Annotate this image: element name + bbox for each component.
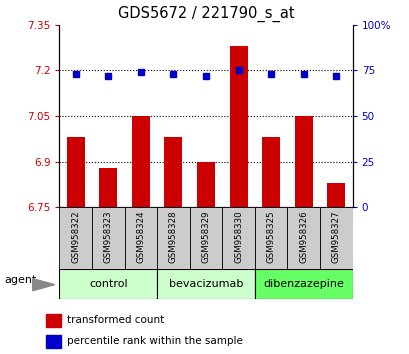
Bar bbox=[164, 137, 182, 207]
Bar bbox=[132, 116, 149, 207]
Text: GSM958322: GSM958322 bbox=[71, 211, 80, 263]
Text: percentile rank within the sample: percentile rank within the sample bbox=[67, 336, 243, 346]
Text: GSM958326: GSM958326 bbox=[299, 211, 308, 263]
Bar bbox=[254, 269, 352, 299]
Bar bbox=[45, 335, 61, 348]
Bar bbox=[254, 207, 287, 269]
Text: dibenzazepine: dibenzazepine bbox=[263, 279, 343, 289]
Bar bbox=[67, 137, 85, 207]
Bar bbox=[92, 207, 124, 269]
Bar bbox=[99, 167, 117, 207]
Text: GSM958330: GSM958330 bbox=[234, 211, 243, 263]
Bar bbox=[326, 183, 344, 207]
Bar bbox=[294, 116, 312, 207]
Bar bbox=[189, 207, 222, 269]
Bar bbox=[262, 137, 279, 207]
Text: GSM958324: GSM958324 bbox=[136, 211, 145, 263]
Title: GDS5672 / 221790_s_at: GDS5672 / 221790_s_at bbox=[117, 6, 294, 22]
Text: GSM958323: GSM958323 bbox=[103, 211, 112, 263]
Bar bbox=[59, 207, 92, 269]
Text: GSM958325: GSM958325 bbox=[266, 211, 275, 263]
Bar bbox=[45, 314, 61, 327]
Text: control: control bbox=[89, 279, 127, 289]
Bar bbox=[157, 207, 189, 269]
Bar bbox=[157, 269, 254, 299]
Text: GSM958328: GSM958328 bbox=[169, 211, 178, 263]
Bar bbox=[319, 207, 352, 269]
Bar bbox=[197, 161, 214, 207]
Bar bbox=[229, 46, 247, 207]
Bar bbox=[222, 207, 254, 269]
Text: transformed count: transformed count bbox=[67, 315, 164, 325]
Text: GSM958329: GSM958329 bbox=[201, 211, 210, 263]
Polygon shape bbox=[33, 279, 54, 291]
Bar bbox=[59, 269, 157, 299]
Text: GSM958327: GSM958327 bbox=[331, 211, 340, 263]
Bar bbox=[287, 207, 319, 269]
Text: bevacizumab: bevacizumab bbox=[169, 279, 243, 289]
Text: agent: agent bbox=[5, 275, 37, 285]
Bar bbox=[124, 207, 157, 269]
